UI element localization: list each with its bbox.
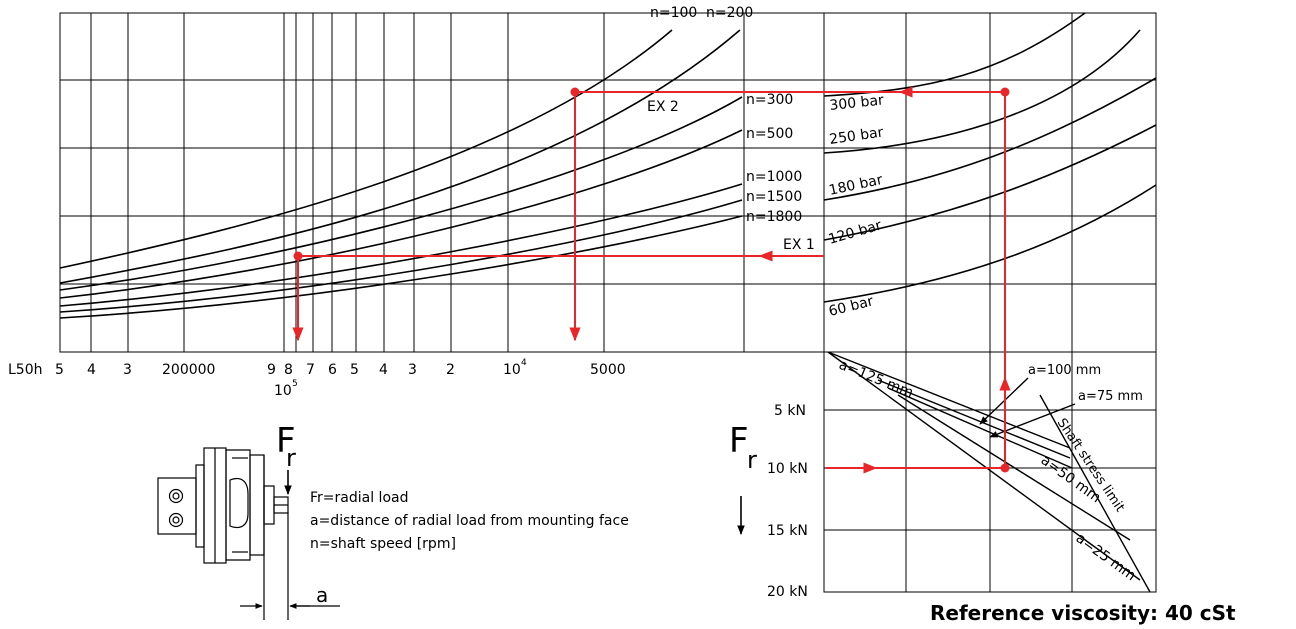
line-a25 <box>827 351 1141 581</box>
line-a50 <box>897 394 1131 541</box>
legend-a-text: a=distance of radial load from mounting … <box>310 513 629 529</box>
curve-n1000 <box>59 183 743 307</box>
label-n1000: n=1000 <box>746 169 802 185</box>
tick-9: 9 <box>267 362 276 378</box>
line-a75 <box>887 387 1073 469</box>
label-n1500: n=1500 <box>746 189 802 205</box>
tick-8: 8 <box>284 362 293 378</box>
tick-20kn: 20 kN <box>767 584 808 600</box>
tick-10-5-base: 10 <box>274 383 292 399</box>
tick-10kn: 10 kN <box>767 461 808 477</box>
tick-200000: 200000 <box>162 362 215 378</box>
pressure-labels: 300 bar 250 bar 180 bar 120 bar 60 bar <box>827 92 885 320</box>
curve-180bar <box>823 77 1157 201</box>
label-n500: n=500 <box>746 126 793 142</box>
label-250bar: 250 bar <box>828 125 884 148</box>
tick-5b: 5 <box>350 362 359 378</box>
example-points <box>293 87 1010 473</box>
force-axis-symbol: F <box>729 421 749 461</box>
legend: F r Fr=radial load a=distance of radial … <box>276 421 629 607</box>
label-n100: n=100 <box>650 5 697 21</box>
label-n200: n=200 <box>706 5 753 21</box>
label-n1800: n=1800 <box>746 209 802 225</box>
curve-n300 <box>59 96 743 291</box>
label-300bar: 300 bar <box>829 92 885 114</box>
force-axis-symbol-sub: r <box>747 446 757 474</box>
tick-3a: 3 <box>123 362 132 378</box>
speed-curves <box>59 29 743 319</box>
tick-5kn: 5 kN <box>774 403 806 419</box>
label-a100: a=100 mm <box>1028 363 1101 378</box>
motor-illustration <box>157 447 340 620</box>
tick-4b: 4 <box>379 362 388 378</box>
legend-fr-symbol: F <box>276 421 296 461</box>
curve-60bar <box>823 184 1157 303</box>
tick-6: 6 <box>328 362 337 378</box>
line-a100 <box>877 379 1071 459</box>
label-ex2: EX 2 <box>647 99 679 115</box>
curve-n100 <box>59 29 673 269</box>
life-axis: L50h 5 4 3 200000 9 8 7 6 5 4 3 2 10 500… <box>8 358 626 399</box>
tick-4a: 4 <box>87 362 96 378</box>
distance-lines <box>827 351 1151 593</box>
label-a125: a=125 mm <box>837 357 916 401</box>
tick-2: 2 <box>446 362 455 378</box>
force-axis: 5 kN 10 kN 15 kN 20 kN F r <box>729 403 808 600</box>
curve-300bar <box>823 12 1086 97</box>
line-shaft-limit <box>1039 394 1151 593</box>
tick-10-4: 10 <box>503 362 521 378</box>
legend-n-text: n=shaft speed [rpm] <box>310 536 456 552</box>
life-grid <box>59 12 1157 353</box>
example-paths <box>292 86 1011 474</box>
tick-5000: 5000 <box>590 362 626 378</box>
label-n300: n=300 <box>746 92 793 108</box>
tick-5a: 5 <box>55 362 64 378</box>
speed-labels: n=100 n=200 n=300 n=500 n=1000 n=1500 n=… <box>650 5 802 225</box>
label-ex1: EX 1 <box>783 237 815 253</box>
legend-fr-text: Fr=radial load <box>310 490 408 506</box>
reference-viscosity: Reference viscosity: 40 cSt <box>930 601 1236 625</box>
tick-15kn: 15 kN <box>767 523 808 539</box>
label-120bar: 120 bar <box>827 217 884 247</box>
legend-fr-sub: r <box>286 444 296 472</box>
tick-10-4-exp: 4 <box>521 358 527 368</box>
label-a75: a=75 mm <box>1078 389 1143 404</box>
curve-n1500 <box>59 199 743 313</box>
legend-a-symbol: a <box>316 583 328 607</box>
tick-10-5-exp: 5 <box>292 379 298 389</box>
curve-n1800 <box>59 215 743 319</box>
curve-250bar <box>823 29 1141 154</box>
tick-3b: 3 <box>408 362 417 378</box>
curve-n500 <box>59 129 743 299</box>
life-axis-label: L50h <box>8 362 43 378</box>
tick-7: 7 <box>306 362 315 378</box>
curve-n200 <box>59 29 741 284</box>
line-a125 <box>827 351 1071 449</box>
